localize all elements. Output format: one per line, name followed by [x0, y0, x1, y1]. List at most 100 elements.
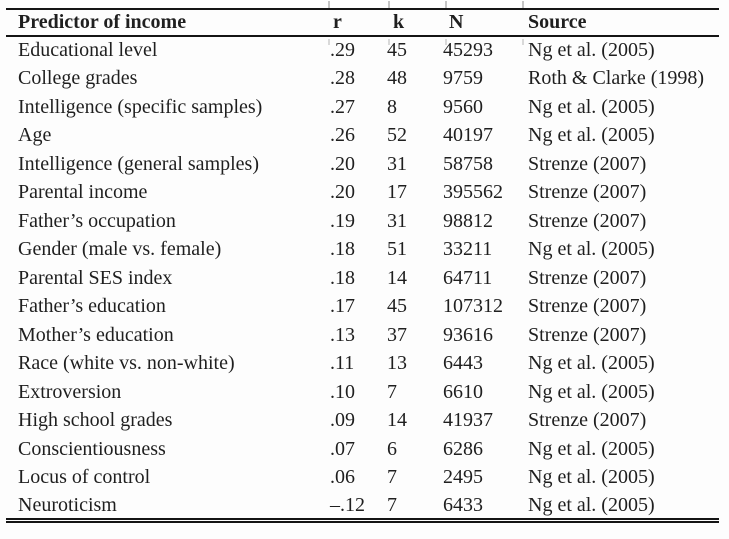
column-header-r: r	[330, 9, 387, 37]
cell-r: .13	[330, 323, 355, 346]
cell-n: 40197	[443, 124, 493, 147]
cell-k: 45	[387, 295, 407, 318]
column-header-predictor: Predictor of income	[6, 9, 330, 37]
cell-source: Strenze (2007)	[528, 295, 647, 318]
cell-n: 9560	[443, 95, 483, 118]
cell-predictor: Educational level	[18, 39, 158, 62]
cell-r: .29	[330, 39, 355, 62]
cell-r: .20	[330, 181, 355, 204]
cell-k: 48	[387, 67, 407, 90]
cell-k: 37	[387, 323, 407, 346]
table-row: Father’s education .17 45 107312 Strenze…	[6, 293, 719, 322]
cell-predictor: Father’s occupation	[18, 209, 176, 232]
table-row: Father’s occupation .19 31 98812 Strenze…	[6, 207, 719, 236]
header-row: Predictor of income r k N Source	[6, 9, 719, 37]
table-row: Locus of control .06 7 2495 Ng et al. (2…	[6, 464, 719, 493]
cell-predictor: Parental SES index	[18, 266, 173, 289]
cell-n: 6286	[443, 437, 483, 460]
cell-n: 98812	[443, 209, 493, 232]
gridline-tick	[522, 39, 524, 45]
gridline-tick	[328, 1, 330, 8]
cell-source: Strenze (2007)	[528, 323, 647, 346]
cell-k: 6	[387, 437, 397, 460]
cell-r: .19	[330, 209, 355, 232]
cell-source: Ng et al. (2005)	[528, 238, 655, 261]
cell-r: .28	[330, 67, 355, 90]
table-row: Parental SES index .18 14 64711 Strenze …	[6, 264, 719, 293]
cell-predictor: Gender (male vs. female)	[18, 238, 222, 261]
cell-n: 6443	[443, 352, 483, 375]
table-row: Intelligence (specific samples) .27 8 95…	[6, 93, 719, 122]
cell-n: 93616	[443, 323, 493, 346]
cell-k: 14	[387, 409, 407, 432]
cell-predictor: College grades	[18, 67, 138, 90]
cell-k: 14	[387, 266, 407, 289]
cell-source: Strenze (2007)	[528, 181, 647, 204]
table-row: Parental income .20 17 395562 Strenze (2…	[6, 179, 719, 208]
table-row: College grades .28 48 9759 Roth & Clarke…	[6, 65, 719, 94]
cell-r: .26	[330, 124, 355, 147]
column-header-source: Source	[528, 9, 719, 37]
cell-k: 7	[387, 380, 397, 403]
cell-n: 107312	[443, 295, 503, 318]
cell-source: Strenze (2007)	[528, 266, 647, 289]
cell-predictor: Race (white vs. non-white)	[18, 352, 235, 375]
cell-source: Ng et al. (2005)	[528, 437, 655, 460]
table-row: Neuroticism –.12 7 6433 Ng et al. (2005)	[6, 492, 719, 521]
cell-r: .20	[330, 152, 355, 175]
cell-k: 52	[387, 124, 407, 147]
cell-source: Ng et al. (2005)	[528, 380, 655, 403]
gridline-tick	[445, 39, 447, 45]
cell-r: .11	[330, 352, 355, 375]
cell-source: Strenze (2007)	[528, 209, 647, 232]
cell-n: 9759	[443, 67, 483, 90]
cell-k: 8	[387, 95, 397, 118]
cell-predictor: Intelligence (general samples)	[18, 152, 259, 175]
cell-source: Ng et al. (2005)	[528, 124, 655, 147]
gridline-tick	[445, 1, 447, 8]
cell-n: 6433	[443, 493, 483, 516]
cell-k: 17	[387, 181, 407, 204]
cell-predictor: Age	[18, 124, 52, 147]
cell-n: 395562	[443, 181, 503, 204]
cell-predictor: Neuroticism	[18, 493, 117, 516]
cell-predictor: Conscientiousness	[18, 437, 166, 460]
cell-n: 33211	[443, 238, 493, 261]
cell-n: 45293	[443, 39, 493, 62]
cell-predictor: Parental income	[18, 181, 148, 204]
gridline-tick	[388, 39, 390, 45]
cell-r: .10	[330, 380, 355, 403]
cell-r: .09	[330, 409, 355, 432]
column-header-n: N	[443, 9, 528, 37]
cell-k: 45	[387, 39, 407, 62]
cell-n: 58758	[443, 152, 493, 175]
cell-k: 7	[387, 493, 397, 516]
cell-k: 31	[387, 209, 407, 232]
cell-r: .17	[330, 295, 355, 318]
income-predictors-table: Predictor of income r k N Source Educati…	[6, 8, 719, 523]
gridline-tick	[328, 39, 330, 45]
cell-source: Ng et al. (2005)	[528, 352, 655, 375]
cell-n: 41937	[443, 409, 493, 432]
table-row: Extroversion .10 7 6610 Ng et al. (2005)	[6, 378, 719, 407]
table-row: Race (white vs. non-white) .11 13 6443 N…	[6, 350, 719, 379]
table-row: Mother’s education .13 37 93616 Strenze …	[6, 321, 719, 350]
cell-source: Ng et al. (2005)	[528, 39, 655, 62]
gridline-tick	[522, 1, 524, 8]
cell-source: Ng et al. (2005)	[528, 95, 655, 118]
cell-predictor: Intelligence (specific samples)	[18, 95, 263, 118]
gridline-tick	[388, 1, 390, 8]
table-row: Age .26 52 40197 Ng et al. (2005)	[6, 122, 719, 151]
cell-n: 64711	[443, 266, 493, 289]
table-row: High school grades .09 14 41937 Strenze …	[6, 407, 719, 436]
cell-predictor: Father’s education	[18, 295, 166, 318]
cell-r: .27	[330, 95, 355, 118]
cell-k: 51	[387, 238, 407, 261]
cell-source: Strenze (2007)	[528, 152, 647, 175]
table-row: Conscientiousness .07 6 6286 Ng et al. (…	[6, 435, 719, 464]
column-header-k: k	[387, 9, 443, 37]
cell-source: Strenze (2007)	[528, 409, 647, 432]
cell-r: .06	[330, 466, 355, 489]
cell-r: .18	[330, 266, 355, 289]
table-row: Educational level .29 45 45293 Ng et al.…	[6, 36, 719, 65]
